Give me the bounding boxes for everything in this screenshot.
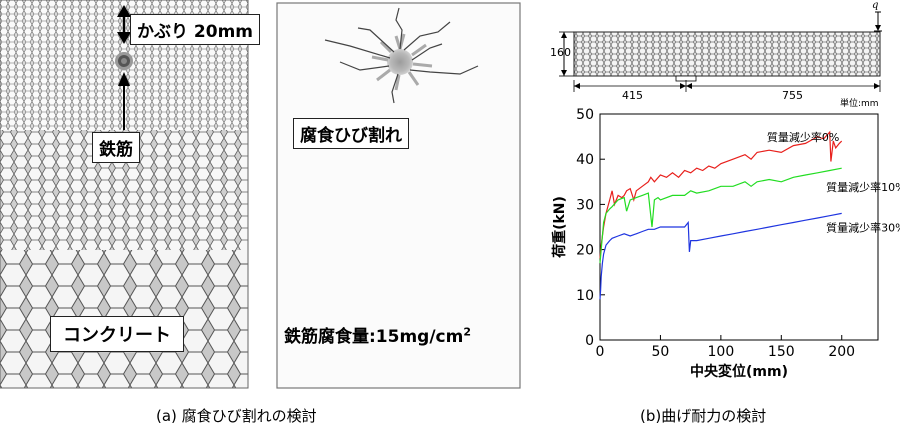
y-tick-label: 50 bbox=[576, 107, 594, 123]
corrosion-crack-pattern bbox=[324, 7, 479, 104]
series-annotation-3: 質量減少率30% bbox=[826, 221, 900, 235]
y-tick-label: 40 bbox=[576, 152, 594, 168]
concrete-label: コンクリート bbox=[50, 316, 184, 352]
plot-frame bbox=[599, 113, 879, 341]
x-tick-label: 200 bbox=[828, 344, 855, 360]
y-tick-label: 0 bbox=[585, 333, 594, 349]
x-axis-label: 中央変位(mm) bbox=[690, 363, 788, 380]
load-displacement-chart: 0 50 100 150 200 0 10 20 30 40 50 中央変位(mm) 荷重(kN) 質量減… bbox=[551, 107, 900, 380]
series-annotation-1: 質量減少率0% bbox=[767, 130, 839, 144]
x-tick-label: 150 bbox=[768, 344, 795, 360]
series-line-3 bbox=[599, 212, 842, 300]
rebar-symbol bbox=[115, 52, 133, 70]
cover-label: かぶり 20mm bbox=[130, 14, 261, 45]
y-tick-label: 20 bbox=[576, 243, 594, 259]
corrosion-amount-superscript: 2 bbox=[463, 325, 471, 339]
cover-dimension-arrow bbox=[117, 5, 131, 44]
rebar-pointer-arrow bbox=[118, 72, 130, 130]
beam-right-span-label: 755 bbox=[782, 89, 803, 102]
x-tick-label: 0 bbox=[596, 344, 605, 360]
y-axis-label: 荷重(kN) bbox=[551, 196, 568, 259]
corrosion-amount-text: 鉄筋腐食量:15mg/cm bbox=[284, 327, 464, 347]
crack-label: 腐食ひび割れ bbox=[293, 118, 409, 149]
x-tick-label: 100 bbox=[708, 344, 735, 360]
y-tick-label: 10 bbox=[576, 288, 594, 304]
beam-unit-label: 単位:mm bbox=[840, 99, 879, 109]
series-line-1 bbox=[599, 130, 843, 259]
y-tick-label: 30 bbox=[576, 197, 594, 213]
load-symbol bbox=[874, 11, 882, 32]
crack-result-panel bbox=[276, 2, 521, 389]
beam-schematic bbox=[559, 11, 882, 92]
beam-height-label: 160 bbox=[550, 46, 571, 59]
caption-a: (a) 腐食ひび割れの検討 bbox=[156, 407, 317, 425]
corrosion-amount-label: 鉄筋腐食量:15mg/cm2 bbox=[284, 322, 471, 347]
panel-a-figure bbox=[0, 0, 521, 389]
rebar-label: 鉄筋 bbox=[92, 132, 140, 163]
load-symbol-label: q bbox=[872, 0, 879, 11]
series-annotation-2: 質量減少率10% bbox=[826, 180, 900, 194]
caption-b: (b)曲げ耐力の検討 bbox=[640, 407, 767, 425]
beam-left-span-label: 415 bbox=[622, 89, 643, 102]
x-tick-label: 50 bbox=[652, 344, 670, 360]
series-line-2 bbox=[599, 167, 842, 264]
